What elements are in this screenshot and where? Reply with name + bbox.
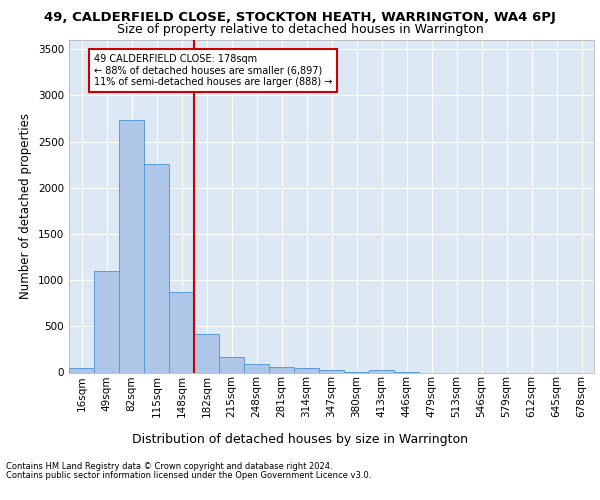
Bar — [369, 370, 394, 372]
Bar — [269, 368, 294, 372]
Text: Contains HM Land Registry data © Crown copyright and database right 2024.: Contains HM Land Registry data © Crown c… — [6, 462, 332, 471]
Bar — [244, 364, 269, 372]
Bar — [119, 120, 144, 372]
Bar — [69, 368, 94, 372]
Bar — [144, 164, 169, 372]
Bar — [169, 292, 194, 372]
Text: Distribution of detached houses by size in Warrington: Distribution of detached houses by size … — [132, 432, 468, 446]
Bar — [219, 357, 244, 372]
Text: Contains public sector information licensed under the Open Government Licence v3: Contains public sector information licen… — [6, 471, 371, 480]
Bar — [94, 271, 119, 372]
Bar — [294, 368, 319, 372]
Text: 49 CALDERFIELD CLOSE: 178sqm
← 88% of detached houses are smaller (6,897)
11% of: 49 CALDERFIELD CLOSE: 178sqm ← 88% of de… — [94, 54, 332, 87]
Bar — [194, 334, 219, 372]
Text: Size of property relative to detached houses in Warrington: Size of property relative to detached ho… — [116, 22, 484, 36]
Text: 49, CALDERFIELD CLOSE, STOCKTON HEATH, WARRINGTON, WA4 6PJ: 49, CALDERFIELD CLOSE, STOCKTON HEATH, W… — [44, 11, 556, 24]
Y-axis label: Number of detached properties: Number of detached properties — [19, 114, 32, 299]
Bar — [319, 370, 344, 372]
